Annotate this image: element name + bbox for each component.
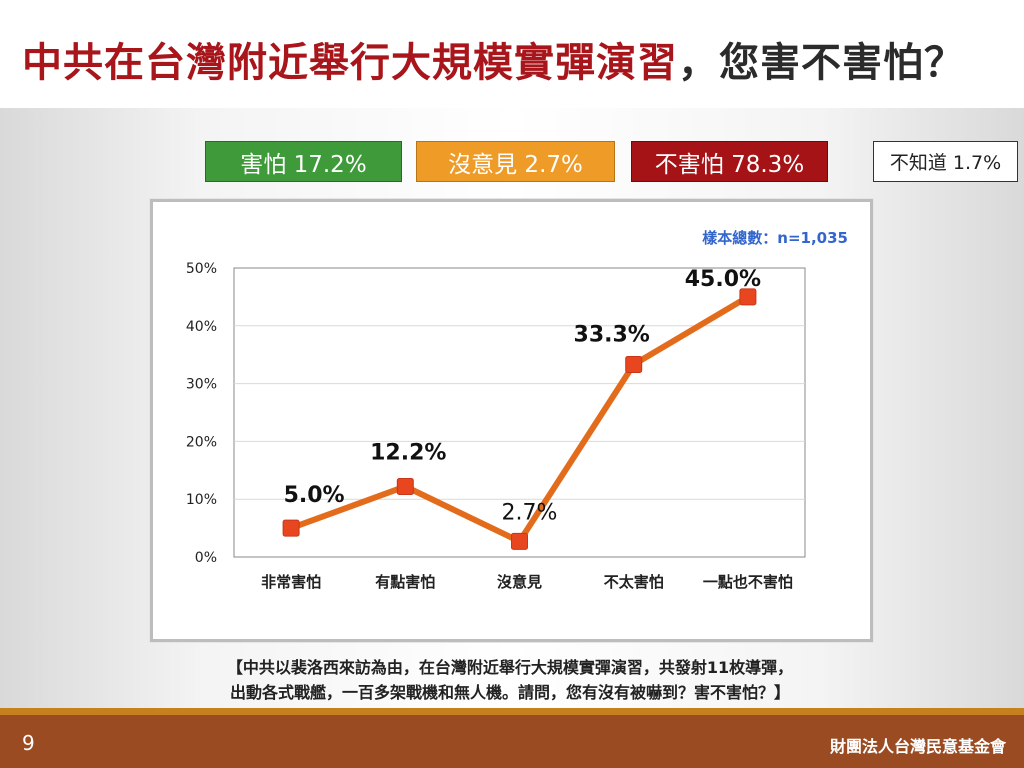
sample-size-note: 樣本總數：n=1,035 (702, 229, 848, 247)
x-category-label: 沒意見 (497, 573, 542, 591)
page-number: 9 (22, 731, 35, 755)
x-category-label: 非常害怕 (261, 573, 321, 591)
y-tick-label: 50% (186, 261, 217, 277)
chart-frame: 樣本總數：n=1,035 0% 10% 20% 30% 40% 50% 非常害怕 有點害怕 沒意… (150, 199, 873, 642)
y-tick-label: 10% (186, 492, 217, 508)
title-main: 中共在台灣附近舉行大規模實彈演習 (22, 40, 678, 86)
summary-fear-box: 害怕 17.2% (205, 141, 402, 182)
footer-stripe (0, 708, 1024, 715)
y-tick-label: 40% (186, 319, 217, 335)
title-question: ，您害不害怕？ (678, 40, 965, 86)
data-label: 2.7% (502, 500, 558, 525)
data-label: 5.0% (284, 483, 345, 508)
data-point-marker (625, 356, 643, 374)
data-point-marker (282, 519, 300, 537)
page-title: 中共在台灣附近舉行大規模實彈演習，您害不害怕？ (22, 30, 965, 88)
y-tick-label: 0% (195, 550, 217, 566)
summary-dont-know-box: 不知道 1.7% (873, 141, 1018, 182)
x-category-label: 有點害怕 (375, 573, 435, 591)
organization-name: 財團法人台灣民意基金會 (829, 737, 1006, 756)
y-tick-label: 20% (186, 434, 217, 450)
summary-not-fear-box: 不害怕 78.3% (631, 141, 828, 182)
title-bar: 中共在台灣附近舉行大規模實彈演習，您害不害怕？ (0, 0, 1024, 108)
data-point-marker (396, 477, 414, 495)
footer-bar (0, 715, 1024, 768)
data-point-marker (511, 532, 528, 550)
y-tick-label: 30% (186, 377, 217, 393)
line-chart: 樣本總數：n=1,035 0% 10% 20% 30% 40% 50% 非常害怕 有點害怕 沒意… (186, 229, 848, 591)
question-footnote-line1: 【中共以裴洛西來訪為由，在台灣附近舉行大規模實彈演習，共發射11枚導彈， (226, 658, 794, 677)
data-label: 33.3% (574, 323, 650, 348)
data-label: 45.0% (685, 267, 761, 292)
x-category-label: 一點也不害怕 (703, 573, 793, 591)
summary-no-opinion-box: 沒意見 2.7% (416, 141, 615, 182)
question-footnote-line2: 出動各式戰艦，一百多架戰機和無人機。請問，您有沒有被嚇到？害不害怕？】 (229, 683, 790, 702)
data-point-marker (739, 288, 757, 306)
x-category-label: 不太害怕 (604, 573, 664, 591)
data-label: 12.2% (370, 440, 446, 465)
